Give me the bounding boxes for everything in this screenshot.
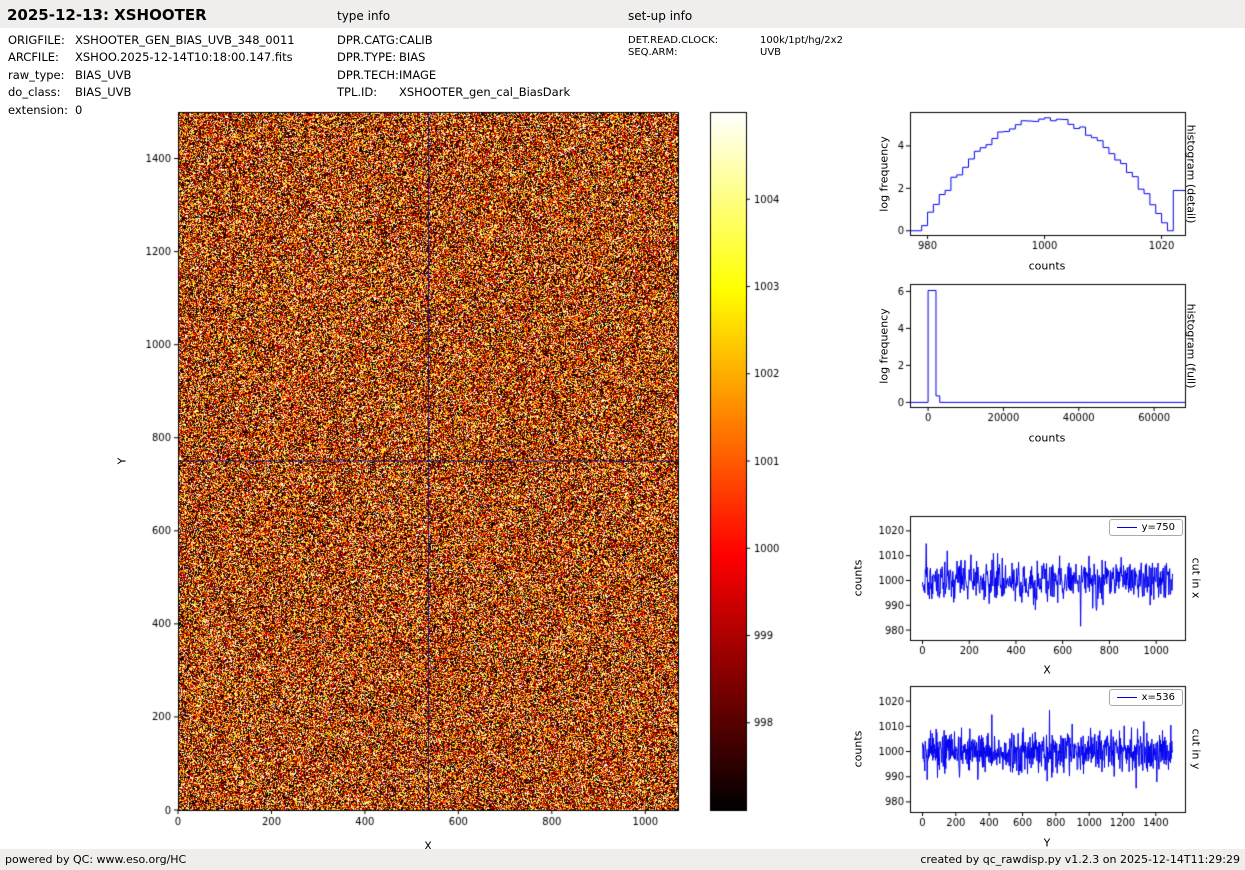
meta-value-doclass: BIAS_UVB [75,85,131,99]
meta-value-dprtype: BIAS [399,50,425,64]
meta-row-dprtech: DPR.TECH: IMAGE [337,68,570,85]
meta-value-rawtype: BIAS_UVB [75,68,131,82]
meta-label-readclock: DET.READ.CLOCK: [628,35,760,46]
meta-value-dprtech: IMAGE [399,68,436,82]
meta-label-extension: extension: [8,103,75,117]
setup-info-heading: set-up info [628,9,692,23]
legend-line-icon [1117,527,1137,528]
meta-value-extension: 0 [75,103,82,117]
footer-left-text: powered by QC: www.eso.org/HC [5,853,186,866]
meta-row-origfile: ORIGFILE: XSHOOTER_GEN_BIAS_UVB_348_0011 [8,33,295,50]
meta-row-readclock: DET.READ.CLOCK: 100k/1pt/hg/2x2 [628,35,843,47]
meta-value-origfile: XSHOOTER_GEN_BIAS_UVB_348_0011 [75,33,295,47]
meta-label-doclass: do_class: [8,85,75,99]
setup-info-block: DET.READ.CLOCK: 100k/1pt/hg/2x2 SEQ.ARM:… [628,35,843,59]
cut-y-legend-label: x=536 [1142,692,1175,703]
meta-label-rawtype: raw_type: [8,68,75,82]
footer-bar: powered by QC: www.eso.org/HC created by… [0,849,1245,870]
hist-detail-right-label: histogram (detail) [1185,125,1198,224]
cut-y-ylabel: counts [852,731,865,768]
hist-full-right-label: histogram (full) [1185,304,1198,389]
page-title: 2025-12-13: XSHOOTER [7,6,207,24]
main-plot-ylabel: Y [116,458,129,465]
meta-row-seqarm: SEQ.ARM: UVB [628,47,843,59]
meta-label-arcfile: ARCFILE: [8,50,75,64]
main-figure-canvas [140,100,780,840]
meta-row-dprcatg: DPR.CATG: CALIB [337,33,570,50]
meta-row-dprtype: DPR.TYPE: BIAS [337,50,570,67]
meta-label-dprtype: DPR.TYPE: [337,50,399,64]
meta-label-tplid: TPL.ID: [337,85,399,99]
header-bar: 2025-12-13: XSHOOTER type info set-up in… [0,0,1245,28]
cut-x-ylabel: counts [852,560,865,597]
hist-full-xlabel: counts [1029,432,1066,445]
meta-row-arcfile: ARCFILE: XSHOO.2025-12-14T10:18:00.147.f… [8,50,295,67]
meta-value-readclock: 100k/1pt/hg/2x2 [760,35,843,46]
cut-y-right-label: cut in y [1190,729,1203,770]
meta-row-rawtype: raw_type: BIAS_UVB [8,68,295,85]
meta-value-seqarm: UVB [760,47,781,58]
histogram-detail-canvas [865,104,1195,259]
cut-x-legend-label: y=750 [1142,522,1175,533]
meta-label-dprtech: DPR.TECH: [337,68,399,82]
cut-y-xlabel: Y [1044,837,1051,850]
meta-value-arcfile: XSHOO.2025-12-14T10:18:00.147.fits [75,50,293,64]
hist-full-ylabel: log frequency [878,308,891,383]
cut-x-xlabel: X [1043,664,1051,677]
type-info-block: DPR.CATG: CALIB DPR.TYPE: BIAS DPR.TECH:… [337,33,570,103]
meta-label-origfile: ORIGFILE: [8,33,75,47]
hist-detail-ylabel: log frequency [878,136,891,211]
cut-x-legend: y=750 [1109,519,1183,536]
meta-value-tplid: XSHOOTER_gen_cal_BiasDark [399,85,570,99]
meta-value-dprcatg: CALIB [399,33,433,47]
footer-right-text: created by qc_rawdisp.py v1.2.3 on 2025-… [920,853,1240,866]
cut-y-legend: x=536 [1109,689,1183,706]
legend-line-icon [1117,697,1137,698]
meta-label-dprcatg: DPR.CATG: [337,33,399,47]
histogram-full-canvas [865,276,1195,431]
meta-label-seqarm: SEQ.ARM: [628,47,760,58]
hist-detail-xlabel: counts [1029,260,1066,273]
type-info-heading: type info [337,9,390,23]
cut-x-right-label: cut in x [1190,558,1203,599]
